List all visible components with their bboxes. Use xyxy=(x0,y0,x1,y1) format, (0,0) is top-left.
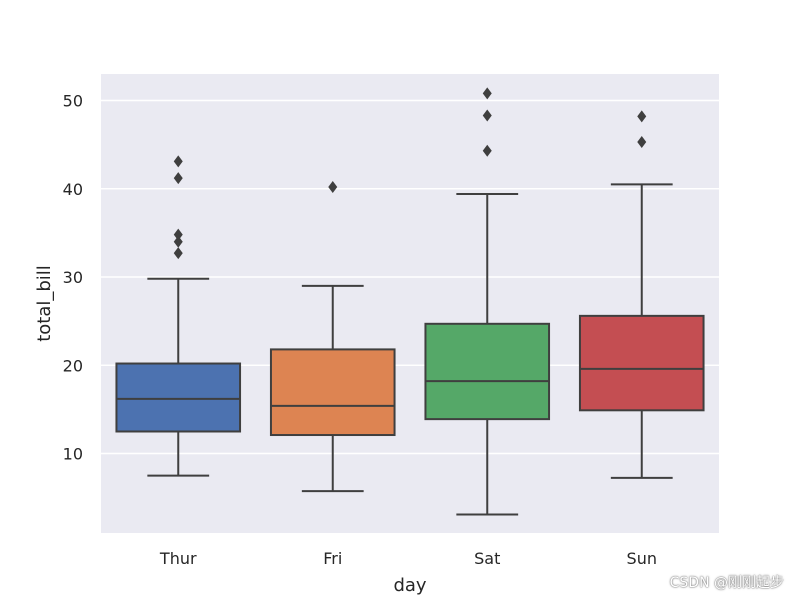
box-iqr xyxy=(578,314,705,412)
x-tick-label-sat: Sat xyxy=(474,549,500,568)
plot-background xyxy=(101,74,719,533)
outlier-point xyxy=(173,247,183,260)
y-tick-label-20: 20 xyxy=(63,356,83,375)
outlier-point xyxy=(328,180,338,193)
y-axis-label: total_bill xyxy=(34,265,55,342)
outlier-point xyxy=(482,87,492,100)
outlier-point xyxy=(482,109,492,122)
y-tick-label-40: 40 xyxy=(63,180,83,199)
box-group-sat xyxy=(424,87,551,516)
outlier-point xyxy=(173,228,183,241)
x-tick-label-sun: Sun xyxy=(627,549,657,568)
y-tick-label-10: 10 xyxy=(63,445,83,464)
box-iqr xyxy=(115,362,242,433)
x-tick-label-thur: Thur xyxy=(159,549,197,568)
outlier-point xyxy=(482,144,492,157)
outlier-point xyxy=(173,155,183,168)
box-group-thur xyxy=(115,155,242,477)
box-iqr xyxy=(424,322,551,421)
box-group-fri xyxy=(269,180,396,493)
y-tick-label-30: 30 xyxy=(63,268,83,287)
box-group-sun xyxy=(578,110,705,479)
y-tick-label-50: 50 xyxy=(63,91,83,110)
box-iqr xyxy=(269,348,396,437)
x-tick-labels: Thur Fri Sat Sun xyxy=(159,549,657,568)
outlier-point xyxy=(173,235,183,248)
x-tick-label-fri: Fri xyxy=(323,549,342,568)
boxes xyxy=(115,87,705,516)
y-tick-labels: 10 20 30 40 50 xyxy=(63,91,83,463)
outlier-point xyxy=(637,135,647,148)
x-axis-label: day xyxy=(393,575,426,596)
outlier-point xyxy=(173,172,183,185)
watermark-text: CSDN @刚刚起步 xyxy=(669,575,784,591)
outlier-point xyxy=(637,110,647,123)
